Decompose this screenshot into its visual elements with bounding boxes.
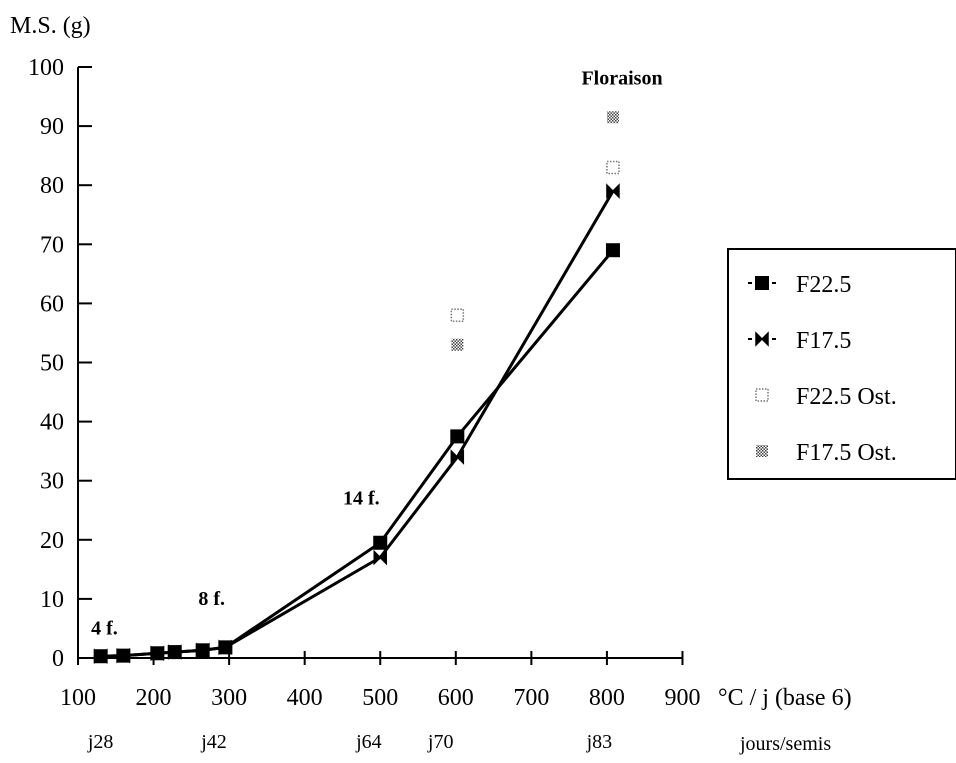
series-markers [93, 111, 620, 665]
y-tick-label: 90 [40, 114, 64, 140]
data-point [373, 549, 387, 566]
y-tick-label: 70 [40, 232, 64, 258]
legend-label: F17.5 Ost. [796, 440, 897, 466]
data-point [605, 243, 620, 258]
data-point [450, 308, 465, 322]
x-tick-label: 600 [438, 685, 474, 711]
series-line [100, 249, 615, 658]
y-tick-label: 100 [28, 55, 64, 81]
data-point [150, 645, 165, 662]
data-point [373, 535, 388, 550]
day-label: j83 [586, 731, 613, 753]
legend-label: F17.5 [796, 328, 851, 354]
day-label: j28 [87, 731, 114, 753]
data-point [606, 160, 620, 175]
x-tick-label: 200 [136, 685, 172, 711]
x-tick-label: 400 [287, 685, 323, 711]
y-tick-label: 80 [40, 173, 64, 199]
y-axis-label: M.S. (g) [10, 13, 91, 39]
legend-marker [755, 276, 769, 290]
data-point [450, 429, 465, 444]
annotation-label: Floraison [581, 68, 662, 90]
series-line [100, 190, 615, 658]
data-point [450, 449, 465, 465]
x-axis-label: °C / j (base 6) [718, 685, 852, 711]
y-tick-label: 20 [40, 528, 64, 554]
y-ticks: 0 10 20 30 40 50 60 70 80 90 100 [28, 55, 92, 672]
legend-label: F22.5 Ost. [796, 384, 897, 410]
annotation-label: 4 f. [91, 617, 118, 639]
y-tick-label: 40 [40, 410, 64, 436]
day-label: j70 [427, 731, 454, 753]
day-label: j64 [355, 731, 382, 753]
data-point [195, 642, 210, 659]
data-point [93, 648, 108, 665]
annotation-label: 8 f. [198, 588, 225, 610]
x-tick-label: 100 [60, 685, 96, 711]
data-point [218, 639, 233, 656]
y-tick-label: 60 [40, 291, 64, 317]
legend-marker [755, 331, 769, 347]
annotations: 4 f. 8 f. 14 f. Floraison [91, 68, 662, 640]
x-ticks: 100 200 300 400 500 600 700 800 900 [60, 651, 700, 711]
legend-marker [756, 445, 768, 457]
legend: F22.5 F17.5 F22.5 Ost. F17.5 Ost. [727, 248, 956, 480]
data-point [167, 644, 182, 660]
x-tick-label: 900 [664, 685, 700, 711]
x-tick-label: 700 [513, 685, 549, 711]
x-tick-label: 500 [362, 685, 398, 711]
axes [77, 67, 683, 659]
y-tick-label: 0 [52, 646, 64, 672]
day-labels: j28 j42 j64 j70 j83 [87, 731, 612, 753]
annotation-label: 14 f. [343, 487, 380, 509]
y-tick-label: 10 [40, 587, 64, 613]
day-label: j42 [200, 731, 227, 753]
x-tick-label: 300 [211, 685, 247, 711]
y-tick-label: 30 [40, 469, 64, 495]
data-point [116, 647, 131, 664]
x-tick-label: 800 [589, 685, 625, 711]
data-point [606, 111, 619, 124]
legend-marker [755, 388, 769, 402]
x2-axis-label: jours/semis [739, 733, 831, 755]
data-point [606, 183, 620, 199]
legend-label: F22.5 [796, 272, 851, 298]
data-point [451, 338, 464, 351]
y-tick-label: 50 [40, 351, 64, 377]
series-lines [100, 190, 615, 658]
